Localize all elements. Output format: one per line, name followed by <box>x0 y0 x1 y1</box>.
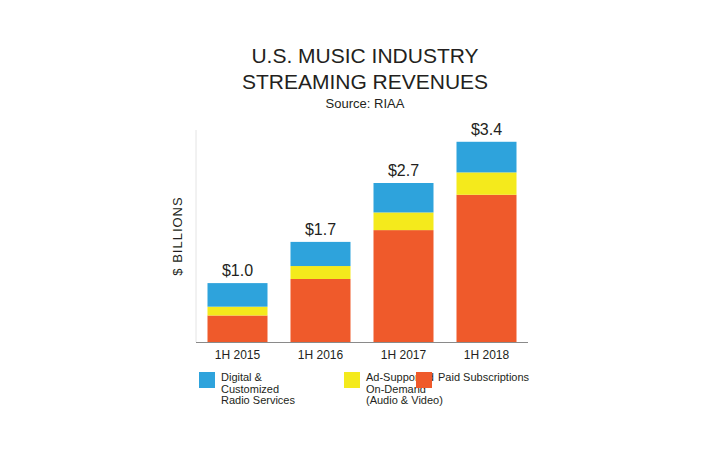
chart: U.S. MUSIC INDUSTRY STREAMING REVENUES Sou… <box>0 0 728 455</box>
title-line: U.S. MUSIC INDUSTRY <box>251 44 478 67</box>
bar-segment <box>291 242 351 266</box>
bar-segment <box>208 316 268 343</box>
legend-label: Paid Subscriptions <box>438 371 530 383</box>
bar-segment <box>291 279 351 342</box>
bar-segment <box>457 195 517 342</box>
legend-swatch <box>344 372 360 388</box>
legend-label-line: (Audio & Video) <box>366 394 443 406</box>
subtitle: Source: RIAA <box>326 96 405 111</box>
total-label: $2.7 <box>388 162 419 179</box>
x-tick-label: 1H 2015 <box>215 348 261 362</box>
bars <box>208 142 517 342</box>
background <box>0 0 728 455</box>
legend-label-line: Radio Services <box>221 394 295 406</box>
x-axis-line <box>196 342 528 343</box>
bar-segment <box>374 183 434 212</box>
bar-segment <box>374 230 434 342</box>
title: U.S. MUSIC INDUSTRY STREAMING REVENUES <box>242 44 488 93</box>
legend-swatch <box>416 372 432 388</box>
legend-swatch <box>199 372 215 388</box>
legend-label: Ad-SupportedOn-Demand(Audio & Video) <box>366 371 443 406</box>
total-label: $1.0 <box>222 262 253 279</box>
total-label: $3.4 <box>471 121 502 138</box>
bar-segment <box>457 172 517 194</box>
y-axis-label: $ BILLIONS <box>170 196 185 275</box>
legend-label-line: Digital & <box>221 371 263 383</box>
x-tick-label: 1H 2018 <box>464 348 510 362</box>
x-tick-label: 1H 2016 <box>298 348 344 362</box>
x-tick-label: 1H 2017 <box>381 348 427 362</box>
y-axis-line <box>196 130 197 342</box>
bar-segment <box>457 142 517 173</box>
legend-label: Digital &CustomizedRadio Services <box>221 371 295 406</box>
legend-label-line: Paid Subscriptions <box>438 371 530 383</box>
bar-segment <box>374 212 434 230</box>
bar-segment <box>208 283 268 307</box>
legend-label-line: Customized <box>221 383 279 395</box>
total-label: $1.7 <box>305 221 336 238</box>
bar-segment <box>208 307 268 316</box>
bar-segment <box>291 266 351 279</box>
title-line: STREAMING REVENUES <box>242 70 488 93</box>
